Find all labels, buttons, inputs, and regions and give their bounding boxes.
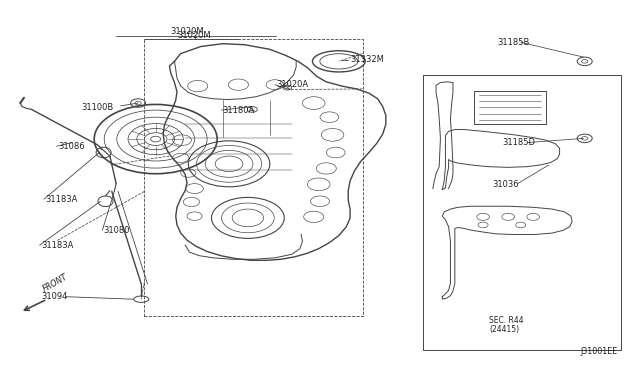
- Text: 31180A: 31180A: [223, 106, 255, 115]
- Bar: [145, 39, 363, 316]
- Text: J31001EE: J31001EE: [580, 347, 618, 356]
- Text: 31183A: 31183A: [45, 195, 77, 203]
- Text: 31020A: 31020A: [276, 80, 308, 89]
- Text: 31080: 31080: [104, 226, 130, 235]
- Bar: [424, 75, 621, 350]
- Text: (24415): (24415): [490, 326, 520, 334]
- Text: 31020M: 31020M: [178, 31, 211, 41]
- Text: 31094: 31094: [41, 292, 67, 301]
- Text: 31100B: 31100B: [82, 103, 114, 112]
- Text: 31185B: 31185B: [497, 38, 530, 47]
- Text: 31332M: 31332M: [350, 55, 384, 64]
- Text: 31036: 31036: [493, 180, 519, 189]
- Text: 31185D: 31185D: [502, 138, 535, 147]
- Text: 31183A: 31183A: [41, 241, 73, 250]
- Bar: [474, 91, 546, 124]
- Text: 31086: 31086: [58, 142, 84, 151]
- Text: 31020M: 31020M: [171, 27, 204, 36]
- Text: SEC. R44: SEC. R44: [490, 316, 524, 325]
- Text: FRONT: FRONT: [41, 272, 69, 294]
